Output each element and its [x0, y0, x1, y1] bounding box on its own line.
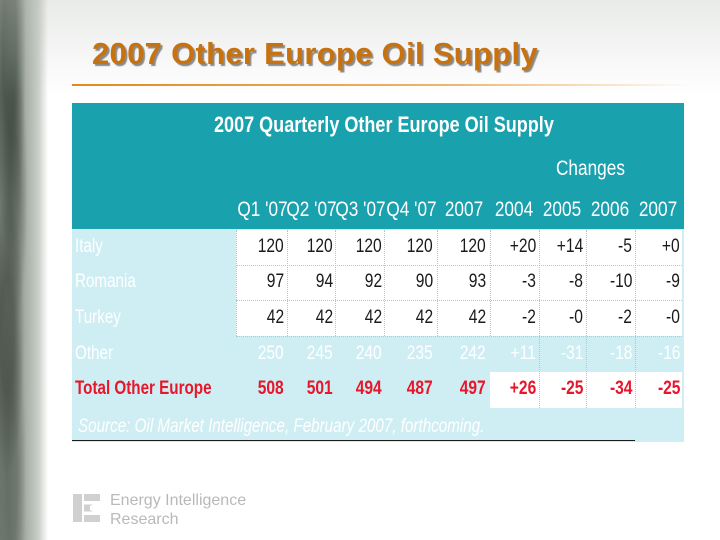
source-text: Oil Market Intelligence, February 2007, …: [134, 416, 485, 437]
table-cell: -25: [560, 378, 583, 399]
table-cell: +11: [510, 343, 536, 364]
cell-divider: [336, 230, 385, 336]
row-divider: [236, 300, 682, 301]
row-divider: [236, 265, 682, 266]
source-note: Source: Oil Market Intelligence, Februar…: [78, 416, 484, 438]
cell-divider: [385, 230, 438, 336]
table-cell: 42: [315, 307, 333, 328]
table-cell: 90: [415, 271, 433, 292]
table-cell: -8: [569, 271, 583, 292]
column-header-change-2004: 2004: [494, 198, 534, 221]
table-cell: +26: [509, 378, 536, 399]
table-cell: 120: [460, 236, 486, 257]
column-header-change-2005: 2005: [542, 198, 582, 221]
table-cell: +0: [662, 236, 680, 257]
cell-divider: [236, 230, 288, 336]
cell-divider: [540, 230, 587, 408]
table-header-band: [72, 103, 684, 229]
table-cell: -9: [666, 271, 680, 292]
table-cell: +14: [556, 236, 583, 257]
row-label-romania: Romania: [75, 271, 136, 292]
table-cell: -16: [657, 343, 680, 364]
table-cell: 93: [468, 271, 486, 292]
table-cell: 42: [364, 307, 382, 328]
table-cell: -0: [569, 307, 583, 328]
row-divider: [236, 336, 682, 337]
table-cell: 501: [307, 378, 333, 399]
table-cell: 487: [407, 378, 433, 399]
column-header-2007: 2007: [444, 198, 484, 221]
slide-title: 2007 Other Europe Oil Supply: [92, 36, 538, 71]
side-photo-strip: [0, 0, 48, 540]
column-header-q2: Q2 '07: [286, 198, 337, 221]
table-cell: 97: [266, 271, 284, 292]
table-cell: -31: [560, 343, 583, 364]
table-cell: -34: [609, 378, 632, 399]
table-cell: -10: [609, 271, 632, 292]
column-header-q1: Q1 '07: [237, 198, 288, 221]
column-header-q4: Q4 '07: [386, 198, 437, 221]
cell-divider: [438, 230, 491, 336]
cell-divider: [287, 230, 336, 336]
table-cell: -2: [618, 307, 632, 328]
source-prefix: Source:: [78, 416, 131, 437]
column-header-change-2007: 2007: [638, 198, 678, 221]
column-header-q3: Q3 '07: [335, 198, 386, 221]
logo-text: Energy Intelligence Research: [110, 491, 246, 529]
table-cell: +20: [509, 236, 536, 257]
row-label-other: Other: [75, 343, 114, 364]
table-cell: 92: [364, 271, 382, 292]
table-cell: 42: [468, 307, 486, 328]
row-label-turkey: Turkey: [75, 307, 121, 328]
table-cell: 245: [307, 343, 333, 364]
table-cell: 120: [307, 236, 333, 257]
cell-divider: [587, 230, 636, 408]
table-cell: 497: [460, 378, 486, 399]
table-cell: 235: [407, 343, 433, 364]
table-cell: 120: [356, 236, 382, 257]
table-title: 2007 Quarterly Other Europe Oil Supply: [214, 112, 554, 137]
table-cell: 120: [407, 236, 433, 257]
table-cell: -18: [609, 343, 632, 364]
table-cell: 250: [258, 343, 284, 364]
table-cell: 240: [356, 343, 382, 364]
table-cell: -0: [666, 307, 680, 328]
title-underline: [72, 84, 694, 86]
top-background-fade: [0, 0, 720, 95]
table-bottom-rule: [72, 440, 635, 441]
logo-line-1: Energy Intelligence: [110, 492, 247, 509]
table-cell: 494: [356, 378, 382, 399]
table-cell: 508: [258, 378, 284, 399]
table-cell: 42: [266, 307, 284, 328]
data-band: [236, 230, 682, 336]
energy-intelligence-logo-icon: [73, 494, 100, 522]
table-cell: -2: [522, 307, 536, 328]
table-cell: -5: [618, 236, 632, 257]
table-cell: 94: [315, 271, 333, 292]
table-cell: 42: [415, 307, 433, 328]
table-cell: 242: [460, 343, 486, 364]
changes-header: Changes: [556, 157, 625, 180]
cell-divider: [491, 230, 540, 408]
table-cell: -25: [657, 378, 680, 399]
row-label-italy: Italy: [75, 236, 103, 257]
column-header-change-2006: 2006: [590, 198, 630, 221]
table-cell: 120: [258, 236, 284, 257]
table-cell: -3: [522, 271, 536, 292]
row-label-total: Total Other Europe: [75, 378, 212, 399]
logo-line-2: Research: [110, 511, 179, 528]
